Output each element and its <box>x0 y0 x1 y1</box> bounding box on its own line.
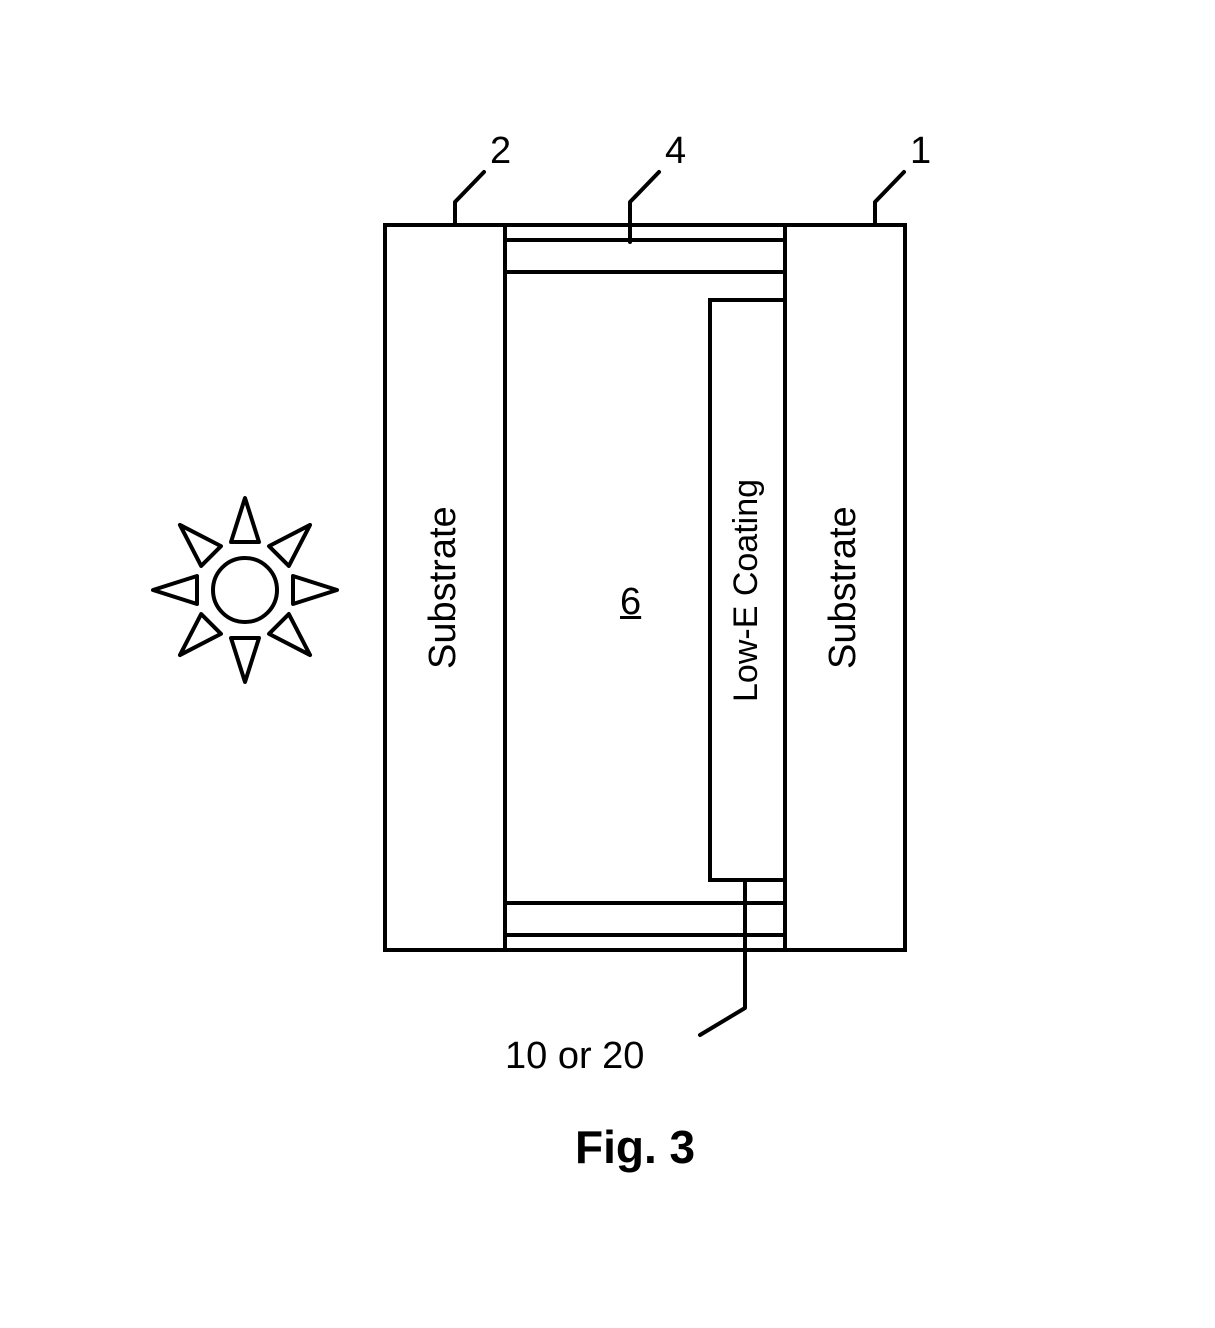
gap-label: 6 <box>620 581 641 624</box>
callout-10or20-label: 10 or 20 <box>505 1035 644 1078</box>
callout-4-label: 4 <box>665 130 686 173</box>
callout-2-label: 2 <box>490 130 511 173</box>
figure-stage: Substrate Substrate Low-E Coating 6 2 4 … <box>0 0 1215 1328</box>
substrate-1-label: Substrate <box>822 265 865 910</box>
figure-caption: Fig. 3 <box>575 1120 695 1174</box>
substrate-2-label: Substrate <box>422 265 465 910</box>
callout-1-label: 1 <box>910 130 931 173</box>
coating-label: Low-E Coating <box>727 340 766 840</box>
